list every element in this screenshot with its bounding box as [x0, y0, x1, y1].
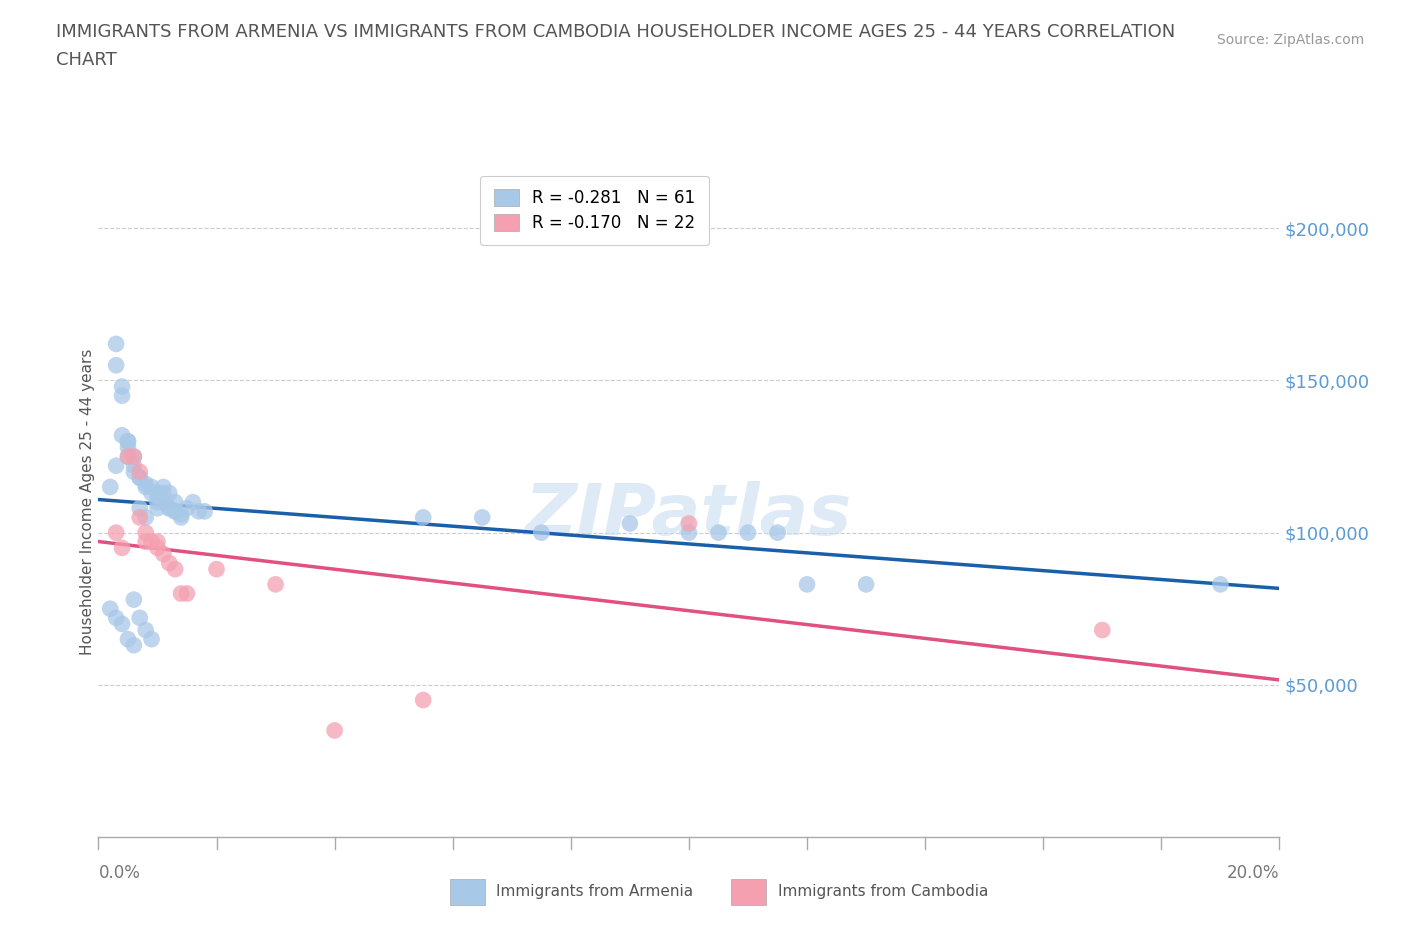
Text: Immigrants from Cambodia: Immigrants from Cambodia	[778, 884, 988, 899]
Point	[122, 449, 145, 464]
Point	[128, 510, 150, 525]
Text: Source: ZipAtlas.com: Source: ZipAtlas.com	[1216, 33, 1364, 46]
Point	[619, 516, 641, 531]
Point	[141, 631, 163, 646]
Text: CHART: CHART	[56, 51, 117, 69]
Point	[157, 501, 180, 516]
Text: Immigrants from Armenia: Immigrants from Armenia	[496, 884, 693, 899]
Point	[105, 458, 128, 473]
Point	[146, 540, 169, 555]
Text: IMMIGRANTS FROM ARMENIA VS IMMIGRANTS FROM CAMBODIA HOUSEHOLDER INCOME AGES 25 -: IMMIGRANTS FROM ARMENIA VS IMMIGRANTS FR…	[56, 23, 1175, 41]
Point	[157, 555, 180, 570]
Point	[146, 535, 169, 550]
Point	[737, 525, 759, 540]
Point	[678, 525, 700, 540]
Point	[111, 379, 134, 394]
Point	[170, 510, 193, 525]
Point	[187, 504, 209, 519]
Point	[165, 504, 187, 519]
Point	[146, 495, 169, 510]
Point	[122, 592, 145, 607]
Point	[181, 495, 204, 510]
Point	[111, 540, 134, 555]
Point	[128, 464, 150, 479]
Point	[111, 428, 134, 443]
Point	[796, 577, 818, 591]
Text: 20.0%: 20.0%	[1227, 864, 1279, 882]
Point	[412, 693, 434, 708]
Y-axis label: Householder Income Ages 25 - 44 years: Householder Income Ages 25 - 44 years	[80, 349, 94, 656]
Point	[117, 449, 139, 464]
Point	[98, 602, 121, 617]
Point	[165, 504, 187, 519]
Point	[128, 471, 150, 485]
Point	[117, 434, 139, 449]
Point	[128, 501, 150, 516]
Point	[135, 535, 157, 550]
Point	[707, 525, 730, 540]
Point	[323, 723, 346, 737]
Point	[152, 480, 174, 495]
Point	[530, 525, 553, 540]
Point	[194, 504, 217, 519]
Text: ZIPatlas: ZIPatlas	[526, 481, 852, 550]
Point	[117, 440, 139, 455]
Point	[98, 480, 121, 495]
Point	[128, 471, 150, 485]
Point	[111, 388, 134, 403]
Point	[117, 449, 139, 464]
Point	[471, 510, 494, 525]
Point	[205, 562, 228, 577]
Point	[135, 480, 157, 495]
Point	[105, 525, 128, 540]
Point	[146, 485, 169, 500]
Point	[152, 547, 174, 562]
Point	[1091, 622, 1114, 637]
Point	[122, 449, 145, 464]
Point	[105, 358, 128, 373]
Point	[176, 501, 198, 516]
Point	[170, 586, 193, 601]
Point	[146, 501, 169, 516]
Point	[146, 488, 169, 503]
Point	[141, 480, 163, 495]
Point	[135, 476, 157, 491]
Point	[766, 525, 789, 540]
Point	[135, 622, 157, 637]
Point	[105, 610, 128, 625]
Point	[128, 610, 150, 625]
Point	[141, 485, 163, 500]
Point	[105, 337, 128, 352]
Point	[412, 510, 434, 525]
Point	[122, 638, 145, 653]
Point	[1209, 577, 1232, 591]
Point	[165, 495, 187, 510]
Point	[141, 535, 163, 550]
Point	[165, 562, 187, 577]
Point	[855, 577, 877, 591]
Point	[117, 434, 139, 449]
Point	[122, 458, 145, 473]
Text: 0.0%: 0.0%	[98, 864, 141, 882]
Point	[135, 510, 157, 525]
Point	[170, 507, 193, 522]
Point	[157, 501, 180, 516]
Point	[152, 495, 174, 510]
Point	[122, 464, 145, 479]
Point	[176, 586, 198, 601]
Point	[152, 485, 174, 500]
Legend: R = -0.281   N = 61, R = -0.170   N = 22: R = -0.281 N = 61, R = -0.170 N = 22	[481, 176, 709, 246]
Point	[135, 525, 157, 540]
Point	[157, 485, 180, 500]
Point	[678, 516, 700, 531]
Point	[111, 617, 134, 631]
Point	[117, 631, 139, 646]
Point	[264, 577, 287, 591]
